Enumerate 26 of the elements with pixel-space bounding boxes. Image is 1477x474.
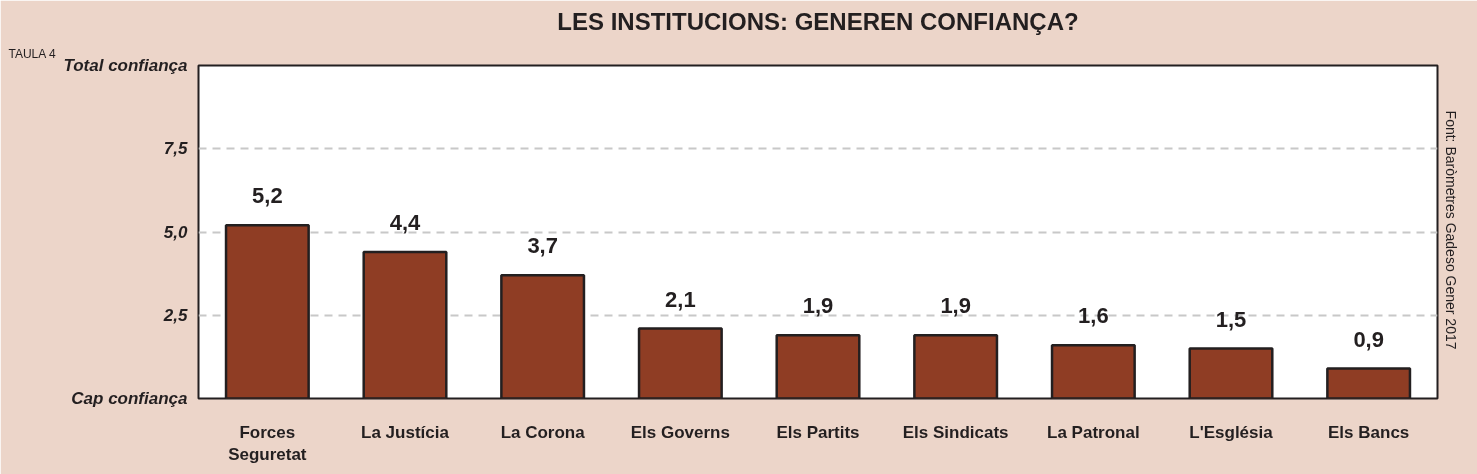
text: Font: Baròmetres Gadeso Gener 2017 (1442, 110, 1459, 350)
x-tick-label: La Corona (500, 422, 586, 442)
data-label: 1,5 (1215, 306, 1247, 332)
x-tick-label: Els Partits (776, 422, 860, 442)
data-label: 0,9 (1353, 326, 1384, 352)
data-label: 3,7 (527, 233, 558, 259)
y-tick-label: 7,5 (163, 139, 189, 159)
x-tick-label: La Patronal (1047, 422, 1140, 442)
data-label: 1,9 (940, 293, 971, 319)
x-tick-label: Els Sindicats (902, 422, 1009, 442)
y-tick-label: Cap confiança (71, 389, 188, 408)
x-tick-label: La Justícia (361, 422, 450, 442)
data-label: 2,1 (665, 286, 696, 312)
x-tick-label: Els Bancs (1328, 422, 1410, 442)
x-tick-label: Els Governs (630, 422, 730, 442)
data-label: 4,4 (389, 209, 422, 235)
chart-title: LES INSTITUCIONS: GENEREN CONFIANÇA? (557, 7, 1079, 35)
y-tick-label: 2,5 (162, 305, 189, 325)
y-tick-label: Total confiança (63, 56, 188, 75)
data-label: 5,2 (252, 183, 283, 209)
y-tick-label: 5,0 (163, 222, 189, 242)
x-tick-label: Forces Seguretat (228, 422, 307, 465)
x-tick-label: L'Església (1189, 422, 1274, 442)
data-label: 1,9 (802, 293, 834, 319)
data-label: 1,6 (1078, 303, 1109, 329)
text: TAULA 4 (8, 46, 56, 61)
